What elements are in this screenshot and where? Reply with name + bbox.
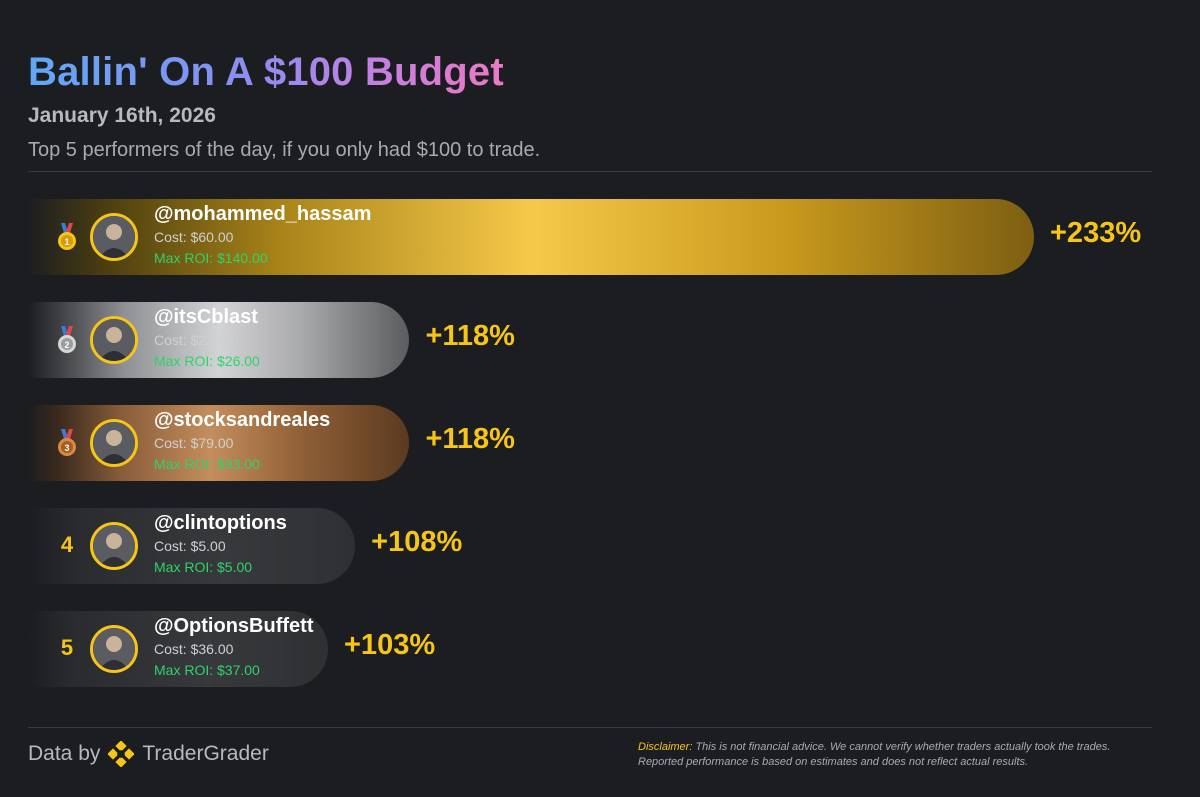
avatar [90,419,138,467]
brand-name: TraderGrader [142,742,269,765]
percent-gain-label: +108% [371,526,463,558]
trade-cost: Cost: $5.00 [154,538,226,554]
trade-cost: Cost: $36.00 [154,641,234,657]
bar-gold [28,199,1034,275]
medal-gold-icon: 1 [58,223,76,250]
svg-text:3: 3 [64,443,69,453]
max-roi: Max ROI: $37.00 [154,662,260,678]
trader-handle: @clintoptions [154,512,287,534]
avatar [90,316,138,364]
bar-dark [28,508,356,584]
trade-cost: Cost: $22.00 [154,332,234,348]
trade-cost: Cost: $60.00 [154,229,234,245]
disclaimer-text: This is not financial advice. We cannot … [638,741,1111,768]
data-by-label: Data by [28,742,101,765]
disclaimer: Disclaimer: This is not financial advice… [638,740,1138,770]
svg-text:1: 1 [64,237,69,247]
percent-gain-label: +118% [425,320,515,352]
percent-gain-label: +103% [344,629,436,661]
header-divider [28,171,1152,172]
medal-silver-icon: 2 [58,326,76,353]
rank-number: 5 [60,635,74,660]
avatar [90,213,138,261]
percent-gain-label: +118% [425,423,515,455]
page-title: Ballin' On A $100 Budget [28,50,504,94]
bar-dark [28,611,328,687]
trader-handle: @stocksandreales [154,409,331,431]
disclaimer-label: Disclaimer: [638,741,693,753]
avatar [90,522,138,570]
max-roi: Max ROI: $26.00 [154,353,260,369]
page-subtitle: Top 5 performers of the day, if you only… [28,139,541,161]
svg-text:2: 2 [64,340,69,350]
rank-number: 4 [60,532,74,557]
trader-handle: @mohammed_hassam [154,203,372,225]
percent-gain-label: +233% [1050,217,1142,249]
max-roi: Max ROI: $140.00 [154,250,268,266]
tradergrader-logo-icon [108,741,135,767]
footer-divider [28,727,1152,728]
trade-cost: Cost: $79.00 [154,435,234,451]
footer-credit: Data by TraderGrader [28,741,269,767]
max-roi: Max ROI: $93.00 [154,456,260,472]
avatar [90,625,138,673]
trader-handle: @itsCblast [154,306,258,328]
medal-bronze-icon: 3 [58,429,76,456]
report-date: January 16th, 2026 [28,104,216,127]
max-roi: Max ROI: $5.00 [154,559,253,575]
trader-handle: @OptionsBuffett [154,615,314,637]
